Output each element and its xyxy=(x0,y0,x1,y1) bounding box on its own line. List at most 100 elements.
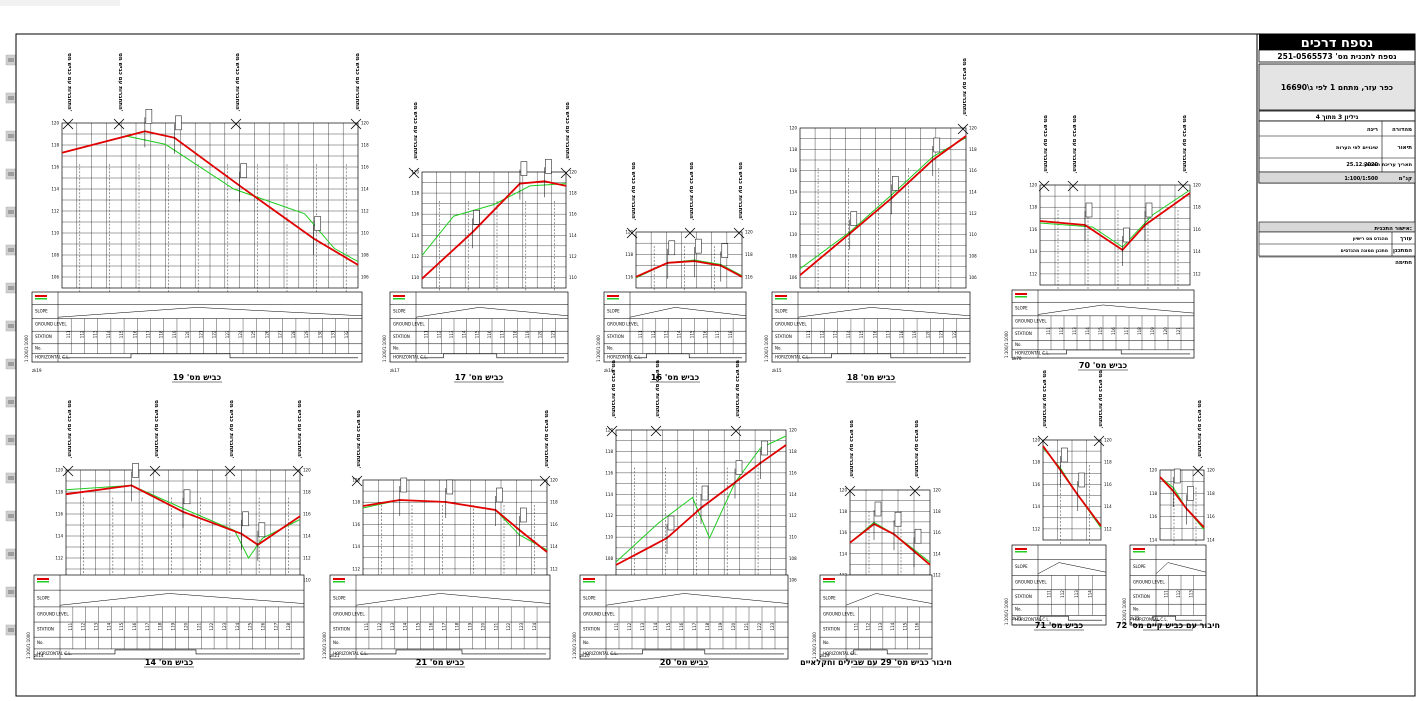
row-label: GROUND LEVEL xyxy=(37,611,69,616)
elev-tick-right: 110 xyxy=(303,578,311,583)
design-line xyxy=(615,444,787,566)
slope-line xyxy=(57,307,363,318)
scale-value: 1:100/1:500 xyxy=(1344,176,1378,182)
level-value: 122 xyxy=(506,622,511,630)
legend-red xyxy=(607,295,619,297)
tool-icon xyxy=(5,510,17,522)
sheet-info: גיליון 3 מתוך 4 xyxy=(1316,114,1359,121)
level-value: 113 xyxy=(640,622,645,630)
level-value: 121 xyxy=(1176,327,1181,335)
row-label: GROUND LEVEL xyxy=(1015,319,1047,324)
tool-icon-glyph xyxy=(8,476,14,480)
profile-table: SLOPE GROUND LEVEL STATION No. HORIZONTAL C.… xyxy=(819,574,933,660)
scale-label: 1:100/1:1000 xyxy=(1122,598,1127,625)
profile-caption: חיבור כביש מס' 29 עם שבילים וחקלאיים xyxy=(800,658,952,667)
grid-frame xyxy=(799,127,967,289)
row-label: HORIZONTAL C.L. xyxy=(393,355,428,360)
horizontal-alignment xyxy=(634,353,742,359)
profile-p70: 120 120 118 118 116 116 114 114 112 112 התחברות עם… xyxy=(1004,115,1201,371)
row-label: No. xyxy=(37,640,44,645)
tool-icon xyxy=(5,130,17,142)
sheet-border xyxy=(15,33,1416,697)
elev-tick-right: 108 xyxy=(361,253,369,258)
row-label: HORIZONTAL C.L. xyxy=(1015,617,1050,622)
row-label: HORIZONTAL C.L. xyxy=(37,651,72,656)
legend-red xyxy=(393,295,405,297)
elev-tick-left: 116 xyxy=(605,470,613,475)
row-label: SLOPE xyxy=(1015,564,1028,569)
level-value: 114 xyxy=(106,330,111,338)
level-value: 113 xyxy=(1074,590,1079,598)
profile-ref: zk71 xyxy=(1012,616,1022,621)
row-label: No. xyxy=(35,345,42,350)
marker-x xyxy=(1093,435,1105,447)
pvi-box xyxy=(1078,472,1086,488)
scale-label: 1:100/1:1000 xyxy=(596,335,601,362)
table-frame xyxy=(329,574,551,660)
row-label: GROUND LEVEL xyxy=(333,611,365,616)
elev-tick-right: 118 xyxy=(1207,491,1215,496)
level-value: 122 xyxy=(952,330,957,338)
scale-label: 1:100/1:1000 xyxy=(812,632,817,659)
level-value: 112 xyxy=(1176,590,1181,598)
slope-line xyxy=(1155,562,1207,574)
level-value: 119 xyxy=(172,330,177,338)
table-frame xyxy=(771,291,971,363)
tool-icon xyxy=(5,282,17,294)
title-bar xyxy=(1259,34,1415,50)
row-label: STATION xyxy=(393,334,410,339)
level-value: 127 xyxy=(278,330,283,338)
level-value: 113 xyxy=(1189,590,1194,598)
elev-tick-left: 118 xyxy=(789,147,797,152)
elev-tick-left: 120 xyxy=(55,468,63,473)
level-value: 120 xyxy=(538,330,543,338)
level-value: 115 xyxy=(666,622,671,630)
profile-table: SLOPE GROUND LEVEL STATION No. HORIZONTAL C.… xyxy=(603,291,747,363)
row-label: SLOPE xyxy=(775,308,788,313)
level-value: 116 xyxy=(679,622,684,630)
level-value: 128 xyxy=(286,622,291,630)
level-value: 114 xyxy=(846,330,851,338)
level-value: 114 xyxy=(677,330,682,338)
pvi-box xyxy=(1173,468,1181,484)
elev-tick-left: 112 xyxy=(55,556,63,561)
elev-tick-right: 114 xyxy=(550,544,558,549)
elev-tick-right: 116 xyxy=(933,530,941,535)
level-value: 121 xyxy=(939,330,944,338)
slope-line xyxy=(355,593,551,606)
profile-p21: 120 120 118 118 116 116 114 114 112 112 התחברות עם… xyxy=(322,410,558,668)
scale-label: 1:100/1:1000 xyxy=(26,632,31,659)
level-value: 116 xyxy=(1111,327,1116,335)
elev-tick-left: 116 xyxy=(1149,514,1157,519)
row-label: HORIZONTAL C.L. xyxy=(333,651,368,656)
elev-tick-right: 118 xyxy=(569,191,577,196)
slope-line xyxy=(797,307,971,318)
level-value: 112 xyxy=(81,622,86,630)
level-value: 116 xyxy=(132,622,137,630)
elev-tick-left: 118 xyxy=(839,509,847,514)
tool-icon-glyph xyxy=(8,628,14,632)
row-label: STATION xyxy=(775,334,792,339)
profile-caption: כביש מס' 70 xyxy=(1079,361,1128,370)
project-name: כפר עזר, מתחם 1 לפי ג\16690 xyxy=(1281,83,1393,92)
header-strip xyxy=(0,0,120,6)
elev-tick-left: 114 xyxy=(411,233,419,238)
pvi-box xyxy=(933,137,941,153)
pvi-box xyxy=(1123,227,1130,243)
level-value: 120 xyxy=(731,622,736,630)
legend-green xyxy=(333,581,345,583)
level-value: 117 xyxy=(145,622,150,630)
level-value: 116 xyxy=(702,330,707,338)
legend-red xyxy=(333,578,345,580)
elev-tick-left: 112 xyxy=(605,513,613,518)
tool-icon xyxy=(5,206,17,218)
marker-x xyxy=(1177,180,1189,192)
row-label: STATION xyxy=(1015,594,1032,599)
tool-icon-glyph xyxy=(8,438,14,442)
approval-label-1: עורך xyxy=(1400,236,1412,242)
elev-tick-right: 106 xyxy=(969,275,977,280)
elev-tick-left: 112 xyxy=(51,209,59,214)
revision-value: ריגה xyxy=(1367,127,1378,133)
elev-tick-right: 118 xyxy=(550,500,558,505)
slope-line xyxy=(1037,304,1195,315)
